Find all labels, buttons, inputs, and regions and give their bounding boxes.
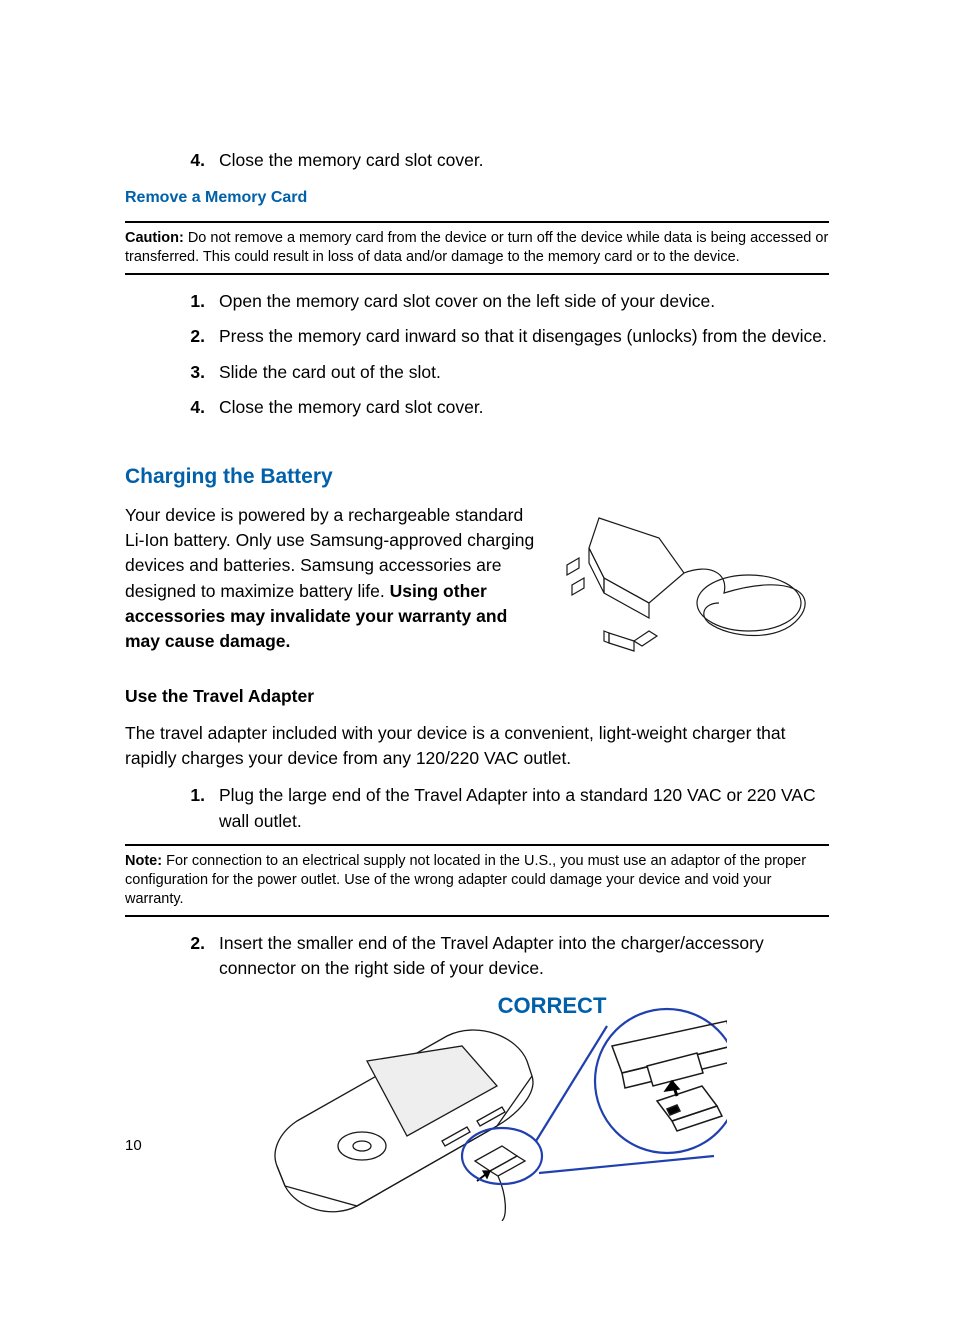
divider (125, 221, 829, 223)
list-number: 1. (175, 783, 205, 834)
list-text: Open the memory card slot cover on the l… (219, 289, 829, 314)
note-text: For connection to an electrical supply n… (125, 853, 806, 907)
caution-text: Do not remove a memory card from the dev… (125, 230, 828, 265)
list-text: Press the memory card inward so that it … (219, 324, 829, 349)
remove-memory-card-heading: Remove a Memory Card (125, 189, 829, 207)
charging-intro-row: Your device is powered by a rechargeable… (125, 503, 829, 668)
list-text: Plug the large end of the Travel Adapter… (219, 783, 829, 834)
adapter-svg-icon (549, 503, 829, 663)
list-number: 1. (175, 289, 205, 314)
use-travel-adapter-heading: Use the Travel Adapter (125, 686, 829, 707)
list-item: 1. Open the memory card slot cover on th… (175, 289, 829, 314)
travel-adapter-intro: The travel adapter included with your de… (125, 721, 829, 772)
manual-page: 4. Close the memory card slot cover. Rem… (0, 0, 954, 1319)
travel-adapter-list-1: 1. Plug the large end of the Travel Adap… (175, 783, 829, 834)
list-number: 4. (175, 148, 205, 173)
correct-connection-diagram: CORRECT (125, 991, 829, 1226)
charging-battery-heading: Charging the Battery (125, 465, 829, 489)
list-number: 4. (175, 395, 205, 420)
list-number: 2. (175, 931, 205, 982)
list-item: 3. Slide the card out of the slot. (175, 360, 829, 385)
phone-connector-svg-icon: CORRECT (227, 991, 727, 1221)
list-item: 2. Insert the smaller end of the Travel … (175, 931, 829, 982)
page-number: 10 (125, 1137, 142, 1154)
list-text: Close the memory card slot cover. (219, 395, 829, 420)
correct-label-text: CORRECT (498, 993, 607, 1018)
list-text: Close the memory card slot cover. (219, 148, 829, 173)
divider (125, 273, 829, 275)
travel-adapter-list-2: 2. Insert the smaller end of the Travel … (175, 931, 829, 982)
list-item: 1. Plug the large end of the Travel Adap… (175, 783, 829, 834)
caution-block: Caution: Do not remove a memory card fro… (125, 229, 829, 267)
list-number: 2. (175, 324, 205, 349)
list-number: 3. (175, 360, 205, 385)
list-item: 4. Close the memory card slot cover. (175, 148, 829, 173)
list-text: Insert the smaller end of the Travel Ada… (219, 931, 829, 982)
list-text: Slide the card out of the slot. (219, 360, 829, 385)
note-block: Note: For connection to an electrical su… (125, 852, 829, 909)
remove-card-list: 1. Open the memory card slot cover on th… (175, 289, 829, 421)
charging-intro-text: Your device is powered by a rechargeable… (125, 503, 539, 668)
caution-label: Caution: (125, 230, 184, 246)
list-item: 4. Close the memory card slot cover. (175, 395, 829, 420)
list-item: 2. Press the memory card inward so that … (175, 324, 829, 349)
install-card-list-tail: 4. Close the memory card slot cover. (175, 148, 829, 173)
divider (125, 844, 829, 846)
note-label: Note: (125, 853, 162, 869)
divider (125, 915, 829, 917)
charger-illustration (549, 503, 829, 668)
